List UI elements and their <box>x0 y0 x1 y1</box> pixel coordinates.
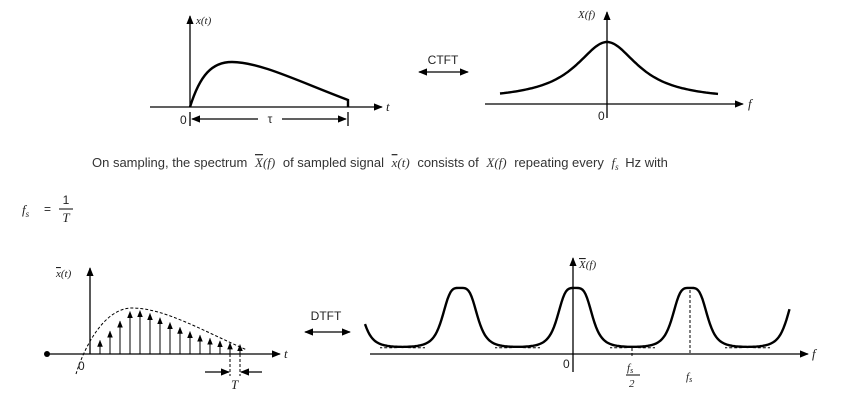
math: x <box>55 268 61 280</box>
math: x <box>391 155 398 170</box>
math: (f) <box>586 259 597 271</box>
math: X <box>254 155 264 170</box>
signal-curve <box>188 60 350 108</box>
y-label: x(t) <box>195 15 212 27</box>
math: f <box>627 362 632 374</box>
overlap-tail <box>380 344 423 349</box>
overlap-tail <box>382 344 425 349</box>
label-bg <box>258 112 282 126</box>
text: On sampling, the spectrum <box>92 155 247 170</box>
math: fs <box>627 362 633 375</box>
spectrum-curve <box>499 40 719 96</box>
math: 1 <box>63 193 70 207</box>
x-label: f <box>812 346 818 361</box>
math: T <box>62 210 70 225</box>
text: repeating every <box>514 155 604 170</box>
overlap-tail <box>727 344 770 349</box>
math: s <box>630 366 633 375</box>
math: f <box>686 371 691 383</box>
text: consists of <box>417 155 479 170</box>
x-label: t <box>284 346 288 361</box>
sentence: On sampling, the spectrum X(f) of sample… <box>92 155 668 173</box>
origin-label: 0 <box>78 359 85 373</box>
overlap-tail <box>497 344 540 349</box>
math: fs <box>22 202 30 219</box>
top-right-plot: 0 X(f) f <box>485 9 754 123</box>
bottom-right-plot: 0 fs 2 fs X(f) f <box>363 257 818 390</box>
math: (t) <box>61 268 72 280</box>
text: of sampled signal <box>283 155 384 170</box>
y-label: x(t) <box>55 268 72 280</box>
formula: fs = 1 T <box>22 193 73 225</box>
origin-label: 0 <box>180 113 187 127</box>
origin-dot <box>44 351 50 357</box>
periodic-spectrum <box>363 286 791 349</box>
math: f <box>611 155 617 170</box>
math: = <box>44 202 51 216</box>
y-label: X(f) <box>577 9 595 21</box>
origin-label: 0 <box>563 357 570 371</box>
transform-label: DTFT <box>311 309 342 323</box>
math: 2 <box>629 378 635 390</box>
math: (f) <box>263 155 275 170</box>
math: s <box>615 162 619 172</box>
math: f <box>22 202 28 217</box>
period-label: T <box>231 377 239 392</box>
overlap-tail <box>495 344 538 349</box>
math: fs <box>686 371 692 384</box>
math: s <box>689 375 692 384</box>
bottom-left-plot: T 0 x(t) t <box>44 267 288 392</box>
x-label: f <box>748 96 754 111</box>
math: s <box>26 209 30 219</box>
transform-label: CTFT <box>428 53 459 67</box>
math: X <box>578 259 587 271</box>
text: Hz with <box>625 155 668 170</box>
y-label: X(f) <box>578 259 596 271</box>
overlap-tail <box>612 344 655 349</box>
x-label: t <box>386 99 390 114</box>
top-left-plot: τ 0 x(t) t <box>150 15 390 127</box>
width-label: τ <box>268 112 273 126</box>
envelope <box>75 307 248 375</box>
overlap-tail <box>725 344 768 349</box>
overlap-tail <box>610 344 653 349</box>
origin-label: 0 <box>598 109 605 123</box>
math: (t) <box>397 155 409 170</box>
math: X(f) <box>485 155 506 170</box>
